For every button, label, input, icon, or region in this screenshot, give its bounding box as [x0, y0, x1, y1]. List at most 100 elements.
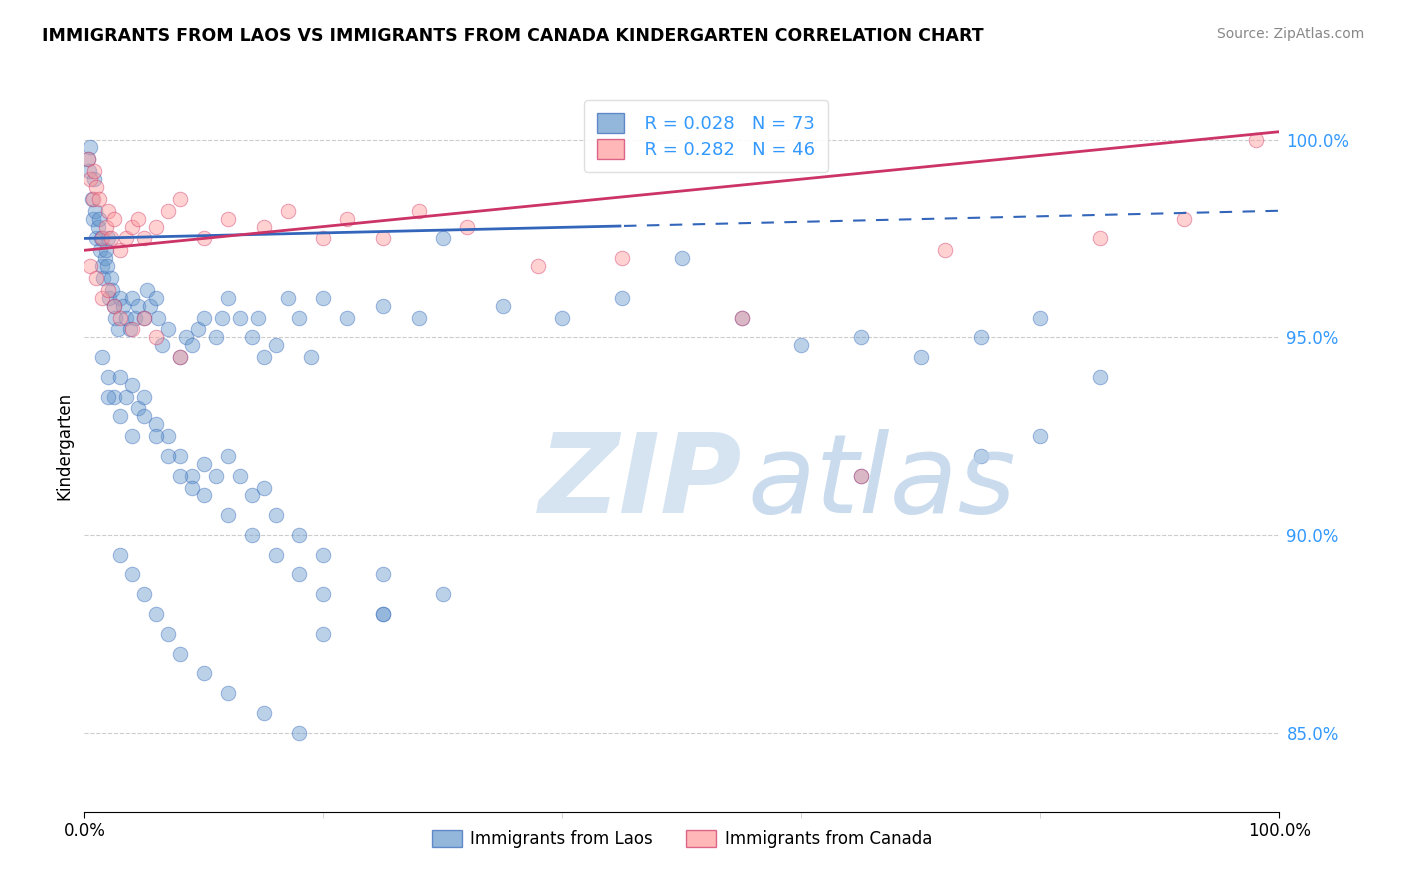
- Point: [97, 203, 120, 218]
- Point: [456, 219, 478, 234]
- Point: [432, 231, 454, 245]
- Point: [312, 587, 335, 601]
- Point: [408, 310, 430, 325]
- Point: [103, 390, 125, 404]
- Point: [82, 211, 104, 226]
- Point: [373, 607, 395, 621]
- Point: [1173, 211, 1195, 226]
- Point: [97, 283, 120, 297]
- Point: [312, 231, 335, 245]
- Point: [115, 231, 138, 245]
- Point: [253, 219, 276, 234]
- Point: [193, 310, 215, 325]
- Point: [851, 468, 873, 483]
- Point: [87, 192, 110, 206]
- Point: [253, 350, 276, 364]
- Point: [110, 310, 132, 325]
- Point: [934, 244, 956, 258]
- Point: [104, 310, 127, 325]
- Point: [1244, 132, 1267, 146]
- Point: [110, 291, 132, 305]
- Point: [492, 299, 515, 313]
- Point: [93, 251, 115, 265]
- Point: [91, 350, 114, 364]
- Point: [193, 457, 215, 471]
- Point: [432, 587, 454, 601]
- Point: [240, 330, 263, 344]
- Point: [94, 244, 117, 258]
- Point: [121, 377, 143, 392]
- Point: [157, 322, 180, 336]
- Point: [132, 310, 156, 325]
- Point: [527, 259, 550, 273]
- Point: [157, 203, 180, 218]
- Point: [217, 449, 239, 463]
- Point: [169, 468, 191, 483]
- Point: [551, 310, 574, 325]
- Point: [124, 310, 146, 325]
- Point: [135, 283, 157, 297]
- Point: [86, 219, 108, 234]
- Point: [87, 211, 110, 226]
- Point: [79, 259, 101, 273]
- Point: [100, 231, 122, 245]
- Point: [851, 330, 873, 344]
- Point: [264, 548, 287, 562]
- Point: [91, 259, 114, 273]
- Point: [187, 322, 209, 336]
- Point: [127, 401, 149, 416]
- Point: [1090, 369, 1112, 384]
- Point: [110, 244, 132, 258]
- Point: [373, 231, 395, 245]
- Point: [132, 409, 156, 424]
- Point: [103, 299, 125, 313]
- Point: [612, 291, 634, 305]
- Point: [115, 390, 138, 404]
- Point: [217, 686, 239, 700]
- Point: [107, 322, 129, 336]
- Point: [82, 192, 104, 206]
- Point: [101, 283, 124, 297]
- Point: [229, 468, 252, 483]
- Point: [103, 211, 125, 226]
- Point: [193, 231, 215, 245]
- Point: [145, 417, 167, 432]
- Point: [169, 449, 191, 463]
- Point: [229, 310, 252, 325]
- Point: [84, 203, 107, 218]
- Text: Source: ZipAtlas.com: Source: ZipAtlas.com: [1216, 27, 1364, 41]
- Point: [77, 153, 100, 167]
- Point: [211, 310, 233, 325]
- Point: [217, 508, 239, 523]
- Y-axis label: Kindergarten: Kindergarten: [55, 392, 73, 500]
- Point: [288, 725, 311, 739]
- Point: [110, 409, 132, 424]
- Point: [970, 330, 993, 344]
- Point: [79, 140, 101, 154]
- Point: [205, 468, 228, 483]
- Point: [148, 310, 170, 325]
- Point: [193, 666, 215, 681]
- Point: [373, 299, 395, 313]
- Point: [89, 244, 111, 258]
- Point: [169, 192, 191, 206]
- Point: [169, 350, 191, 364]
- Point: [373, 607, 395, 621]
- Point: [139, 299, 162, 313]
- Point: [240, 528, 263, 542]
- Point: [100, 271, 122, 285]
- Point: [86, 231, 108, 245]
- Point: [83, 164, 105, 178]
- Point: [115, 310, 138, 325]
- Point: [731, 310, 754, 325]
- Point: [111, 299, 134, 313]
- Point: [174, 330, 197, 344]
- Point: [1090, 231, 1112, 245]
- Point: [157, 449, 180, 463]
- Point: [312, 627, 335, 641]
- Point: [373, 567, 395, 582]
- Point: [612, 251, 634, 265]
- Point: [132, 310, 156, 325]
- Point: [301, 350, 323, 364]
- Point: [731, 310, 754, 325]
